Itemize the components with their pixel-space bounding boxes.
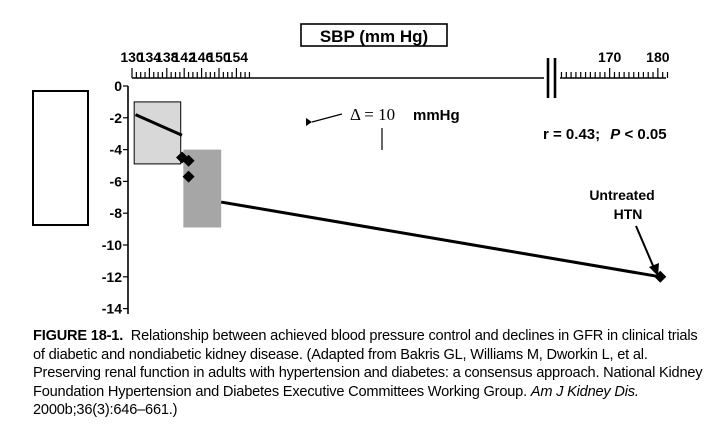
delta-unit-label: mmHg (413, 107, 460, 124)
y-tick-label: -8 (110, 205, 123, 221)
data-points (176, 151, 667, 283)
untreated-arrowhead (649, 263, 659, 276)
caption-text: Relationship between achieved blood pres… (33, 328, 703, 400)
x-tick-label: 142 (173, 49, 197, 65)
delta-arrowhead (306, 118, 312, 126)
data-point (182, 170, 195, 183)
y-axis-label-box (32, 90, 89, 226)
caption-citation: 2000b;36(3):646–661.) (33, 402, 178, 419)
x-tick-label: 134 (138, 49, 162, 65)
figure-label: FIGURE 18-1. (33, 328, 124, 344)
correlation-stat: r = 0.43; P < 0.05 (543, 126, 667, 143)
correlation-p-letter: P (610, 126, 621, 143)
correlation-p-value: < 0.05 (624, 126, 666, 143)
y-tick-label: 0 (114, 78, 122, 94)
y-tick-label: -10 (102, 237, 122, 253)
x-axis-break-gap (544, 56, 560, 100)
delta-leader-line (311, 113, 343, 123)
y-tick-label: -12 (102, 269, 122, 285)
untreated-label-line1: Untreated (589, 187, 654, 203)
x-tick-label: 180 (646, 49, 670, 65)
x-tick-label: 130 (120, 49, 144, 65)
x-tick-label: 154 (225, 49, 249, 65)
regression-line (220, 200, 661, 279)
x-tick-label: 146 (190, 49, 214, 65)
x-axis-title: SBP (mm Hg) (320, 27, 428, 46)
x-tick-label: 170 (598, 49, 622, 65)
regression-lines (134, 113, 661, 279)
untreated-label-line2: HTN (614, 206, 643, 222)
delta-label: Δ = 10 (350, 105, 395, 124)
correlation-r: r = 0.43; (543, 126, 600, 143)
x-axis-title-box (300, 23, 448, 47)
figure-caption: FIGURE 18-1. Relationship between achiev… (33, 327, 703, 420)
x-tick-label: 150 (207, 49, 231, 65)
untreated-arrow-line (635, 225, 655, 269)
caption-journal: Am J Kidney Dis. (530, 383, 639, 400)
y-tick-label: -14 (102, 301, 122, 317)
regression-line (134, 113, 183, 137)
y-tick-label: -6 (110, 173, 123, 189)
y-tick-label: -2 (110, 110, 123, 126)
x-tick-label: 138 (155, 49, 179, 65)
y-tick-label: -4 (110, 142, 123, 158)
data-point (182, 154, 195, 167)
